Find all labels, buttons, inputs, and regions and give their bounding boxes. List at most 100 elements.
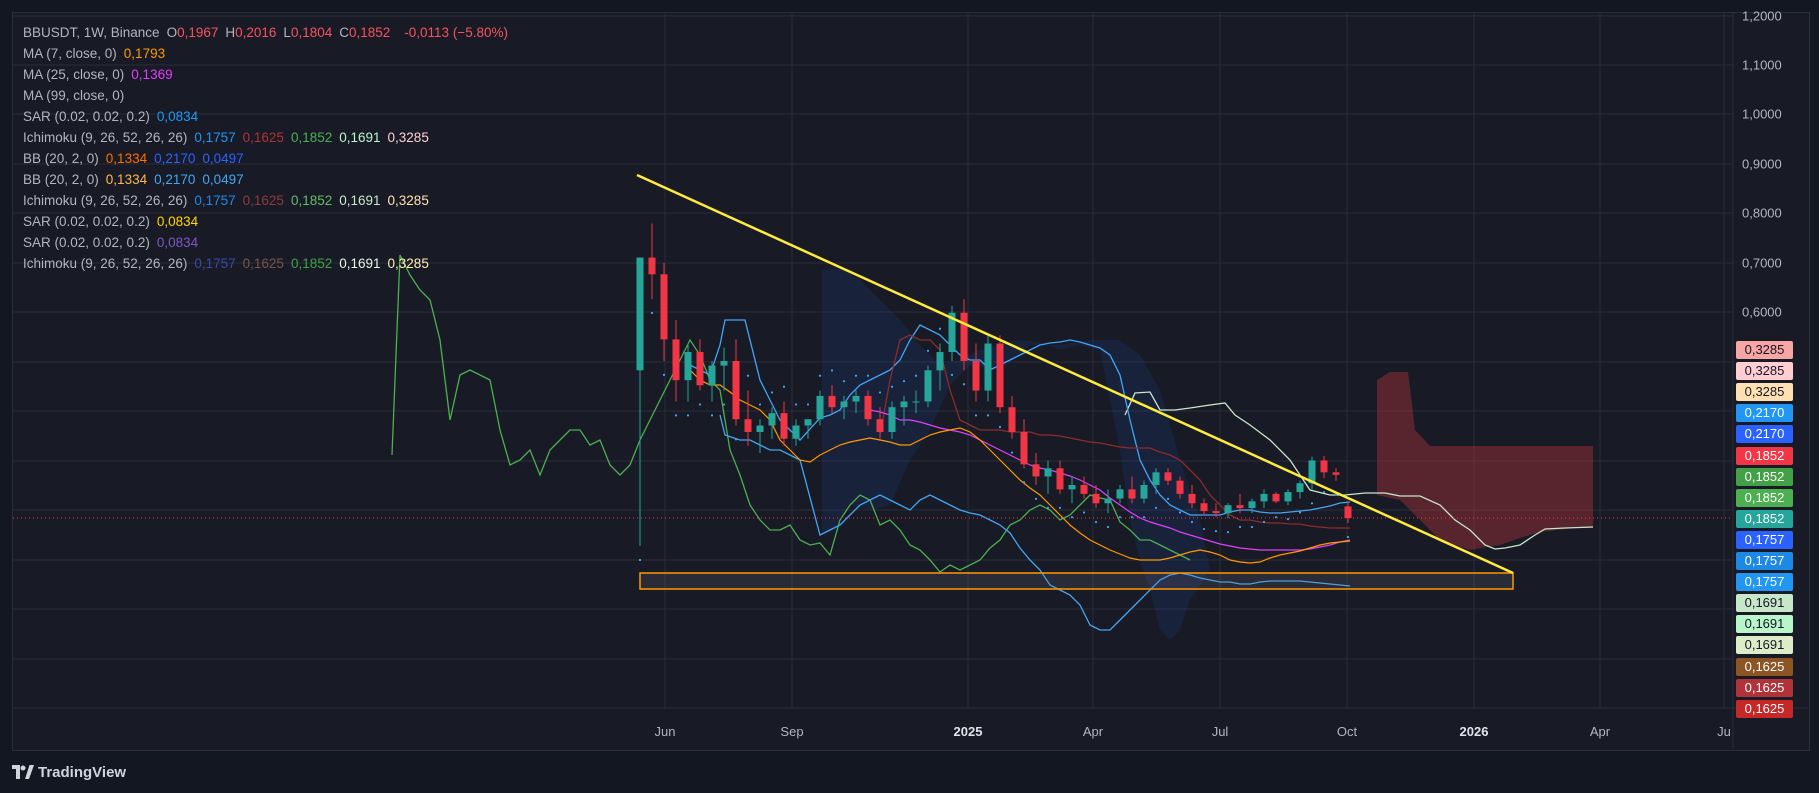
x-axis-tick-label: Oct [1336,724,1358,739]
candle[interactable] [912,390,920,414]
candlestick-series[interactable] [636,223,1352,547]
ichimoku-lagging-span [391,254,1191,573]
price-tag: 0,1852 [1736,446,1793,465]
candle[interactable] [1224,503,1232,519]
candle[interactable] [780,401,788,446]
candle[interactable] [1164,468,1172,485]
candle[interactable] [864,390,872,426]
candle[interactable] [1212,503,1220,518]
candle[interactable] [732,339,740,426]
candle[interactable] [1200,498,1208,516]
indicator-row[interactable]: SAR (0.02, 0.02, 0.2) 0,0834 [23,232,515,253]
candle[interactable] [744,390,752,446]
sar-dot [1298,511,1302,514]
candle[interactable] [1032,452,1040,485]
y-axis-tick-label: 0,9000 [1742,156,1782,172]
candle[interactable] [1140,480,1148,504]
candle[interactable] [1020,419,1028,469]
candle[interactable] [1344,501,1352,524]
candle[interactable] [708,360,716,402]
candle-body [804,419,812,426]
candle[interactable] [876,407,884,439]
indicator-row[interactable]: Ichimoku (9, 26, 52, 26, 26) 0,1757 0,1625… [23,253,515,274]
candle[interactable] [1152,468,1160,494]
candle[interactable] [696,339,704,391]
candle[interactable] [816,390,824,426]
candle[interactable] [1080,476,1088,499]
descending-trendline[interactable] [636,173,1514,575]
candle[interactable] [972,343,980,402]
candle[interactable] [1284,489,1292,506]
candle[interactable] [828,385,836,414]
candle[interactable] [1260,489,1268,509]
candle[interactable] [984,335,992,402]
y-axis-tick-label: 1,2000 [1742,8,1782,24]
candle[interactable] [948,305,956,361]
indicator-row[interactable]: MA (7, close, 0) 0,1793 [23,43,515,64]
y-axis-tick-label: 0,7000 [1742,255,1782,271]
candle[interactable] [960,299,968,371]
indicator-row[interactable]: SAR (0.02, 0.02, 0.2) 0,0834 [23,106,515,127]
price-tag: 0,1625 [1736,699,1793,718]
indicator-row[interactable]: MA (99, close, 0) [23,85,515,106]
candle[interactable] [648,223,656,300]
candle[interactable] [1236,493,1244,514]
candle[interactable] [804,419,812,439]
candle[interactable] [900,395,908,426]
indicator-row[interactable]: MA (25, close, 0) 0,1369 [23,64,515,85]
candle[interactable] [1044,460,1052,494]
candle[interactable] [996,335,1004,414]
plot-area[interactable] [13,173,1733,640]
candle-body [744,419,752,432]
candle[interactable] [1128,476,1136,504]
candle[interactable] [768,407,776,439]
candle[interactable] [792,419,800,446]
chart-pane[interactable] [12,12,1810,751]
sar-dot [974,414,978,417]
candle[interactable] [1320,455,1328,479]
tradingview-logo[interactable]: TradingView [12,762,126,782]
candle-body [1032,464,1040,477]
sar-dot [866,374,870,377]
candle-body [828,395,836,408]
support-zone[interactable] [639,572,1514,590]
price-tag: 0,1757 [1736,552,1793,570]
candle[interactable] [684,343,692,402]
candle[interactable] [660,263,668,361]
candle[interactable] [1056,460,1064,494]
candle[interactable] [1116,484,1124,504]
sar-dot [1262,520,1266,524]
parabolic-sar-dots [638,311,1350,562]
candle[interactable] [1296,480,1304,499]
candle-body [876,419,884,432]
sar-dot [758,403,762,406]
candle[interactable] [1188,484,1196,509]
indicator-row[interactable]: Ichimoku (9, 26, 52, 26, 26) 0,1757 0,1625… [23,190,515,211]
indicator-row[interactable]: BB (20, 2, 0) 0,1334 0,2170 0,0497 [23,148,515,169]
candle[interactable] [1092,484,1100,509]
candle[interactable] [1272,492,1280,504]
candle[interactable] [924,365,932,408]
candle[interactable] [1332,468,1340,481]
candle[interactable] [840,395,848,420]
candle[interactable] [1104,489,1112,514]
candle[interactable] [756,419,764,453]
indicator-row[interactable]: Ichimoku (9, 26, 52, 26, 26) 0,1757 0,1625… [23,127,515,148]
symbol-row[interactable]: BBUSDT, 1W, Binance O0,1967 H0,2016 L0,1804… [23,22,515,43]
candle[interactable] [672,320,680,402]
candle[interactable] [1308,456,1316,490]
candle[interactable] [936,343,944,391]
candle[interactable] [1008,395,1016,439]
candle[interactable] [1176,476,1184,499]
candle[interactable] [888,401,896,439]
candle-body [696,352,704,386]
candle[interactable] [1068,476,1076,504]
indicator-row[interactable]: SAR (0.02, 0.02, 0.2) 0,0834 [23,211,515,232]
candle[interactable] [720,347,728,391]
candle[interactable] [1248,498,1256,514]
candle[interactable] [852,390,860,414]
indicator-row[interactable]: BB (20, 2, 0) 0,1334 0,2170 0,0497 [23,169,515,190]
candle-body [1152,472,1160,485]
candle[interactable] [636,257,644,547]
